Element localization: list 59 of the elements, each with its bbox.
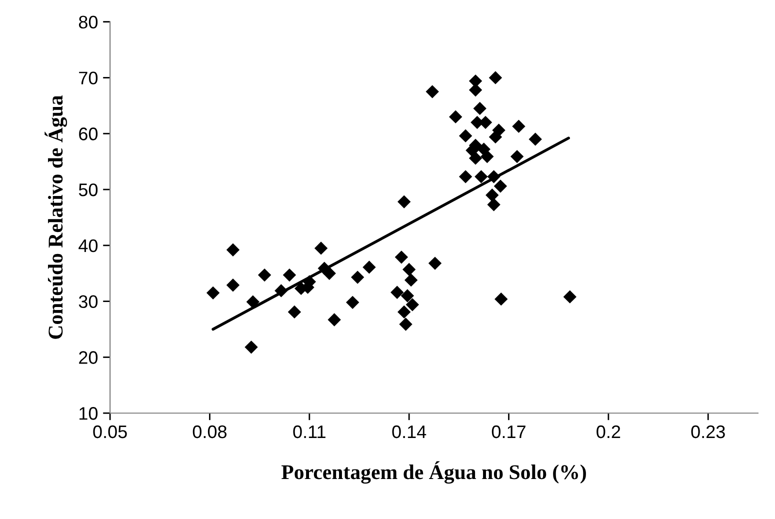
y-tick-label: 50 (78, 183, 98, 196)
point (394, 250, 408, 264)
point (428, 256, 442, 270)
point (494, 292, 508, 306)
point (406, 298, 419, 312)
point (449, 110, 462, 124)
point (512, 120, 526, 133)
point (322, 266, 336, 280)
point (528, 132, 542, 146)
y-tick-label: 80 (78, 16, 98, 29)
point (246, 295, 260, 308)
point (494, 180, 508, 193)
x-tick-label: 0.17 (492, 425, 526, 438)
point (226, 278, 240, 292)
point (488, 130, 502, 144)
point (468, 152, 482, 165)
point (402, 262, 416, 276)
point (282, 268, 296, 282)
x-tick-label: 0.23 (691, 425, 725, 438)
point (510, 150, 524, 164)
point (362, 260, 376, 274)
x-tick-label: 0.11 (293, 425, 326, 438)
point (346, 296, 360, 310)
x-tick-label: 0.14 (392, 425, 426, 438)
point (488, 71, 502, 84)
point (404, 273, 418, 287)
point (258, 268, 272, 282)
point (398, 305, 411, 319)
point (398, 195, 411, 208)
point (288, 305, 302, 319)
point (226, 243, 240, 256)
y-tick-label: 30 (78, 295, 98, 308)
point (399, 318, 412, 331)
point (244, 340, 258, 354)
y-tick-label: 10 (80, 407, 98, 420)
point (314, 242, 328, 255)
x-tick-label: 0.2 (596, 425, 620, 438)
point (486, 188, 499, 202)
point (458, 170, 472, 184)
x-tick-label: 0.05 (93, 425, 127, 438)
point (350, 270, 364, 284)
y-tick-label: 40 (78, 239, 98, 252)
point (390, 286, 404, 299)
y-tick-label: 70 (79, 72, 98, 84)
point (206, 286, 220, 300)
x-tick-label: 0.08 (192, 425, 227, 438)
y-tick-label: 20 (79, 351, 98, 364)
point (480, 150, 494, 164)
point (400, 289, 414, 302)
point (487, 198, 500, 212)
point (458, 129, 472, 142)
point (474, 170, 488, 184)
point (473, 102, 486, 116)
point (563, 290, 576, 304)
point (426, 85, 439, 98)
y-tick-label: 60 (79, 128, 98, 140)
x-axis-title: Porcentagem de Água no Solo (%) (281, 461, 586, 484)
point (328, 313, 341, 326)
y-axis-title: Conteúdo Relativo de Água (44, 95, 68, 339)
